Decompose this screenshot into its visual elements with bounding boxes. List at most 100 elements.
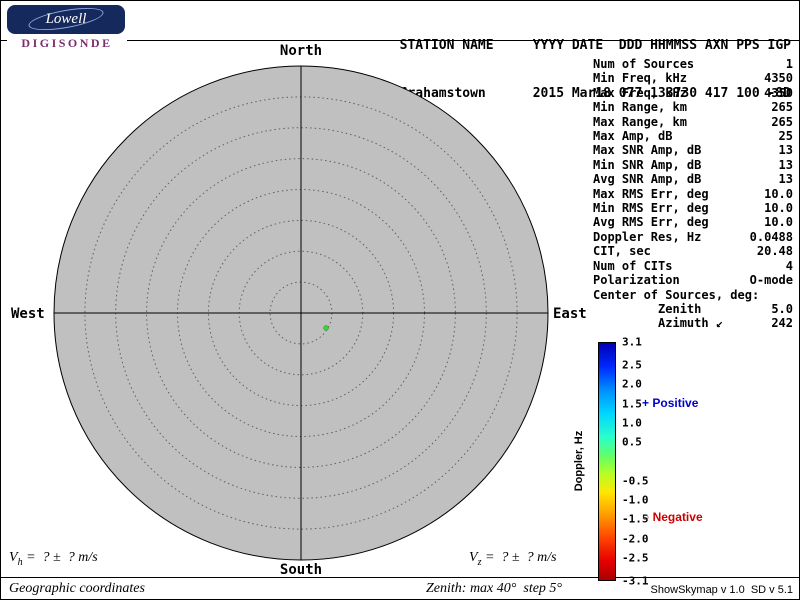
parameters-panel: Num of Sources 1 Min Freq, kHz 4350 Max … <box>593 57 793 331</box>
circle-marker-icon: ○ <box>642 510 650 524</box>
colorbar-tick: 2.5 <box>622 358 642 372</box>
lowell-logo-box: Lowell <box>7 5 125 34</box>
zenith-range-note: Zenith: max 40° step 5° <box>426 581 563 596</box>
parameter-value: O-mode <box>749 273 793 288</box>
parameter-value: 13 <box>778 172 793 187</box>
compass-label-north: North <box>279 43 323 59</box>
colorbar-tick: -0.5 <box>622 474 649 488</box>
parameter-label: Num of Sources <box>593 57 695 71</box>
colorbar-tick: -1.5 <box>622 512 649 526</box>
parameter-row: Polarization O-mode <box>593 273 793 287</box>
logo-company-name: Lowell <box>45 11 87 27</box>
parameter-label: Polarization <box>593 273 680 288</box>
parameter-row: Zenith 5.0 <box>593 302 793 316</box>
parameter-value: 10.0 <box>764 186 793 201</box>
parameter-value: 1 <box>785 57 793 71</box>
colorbar-tick: -1.0 <box>622 493 649 507</box>
colorbar-tick: 0.5 <box>622 435 642 449</box>
legend-positive: + Positive <box>642 396 698 410</box>
header-divider <box>1 40 799 41</box>
parameter-row: Center of Sources, deg: <box>593 288 793 302</box>
station-header-labels: STATION NAME YYYY DATE DDD HHMMSS AXN PP… <box>399 38 791 53</box>
parameter-value: 4 <box>785 258 793 273</box>
parameter-value: 20.48 <box>756 244 793 259</box>
parameter-value: 265 <box>771 100 793 115</box>
parameter-label: CIT, sec <box>593 244 651 259</box>
parameter-value: 4350 <box>764 71 793 86</box>
parameter-label: Num of CITs <box>593 258 673 273</box>
doppler-colorbar <box>598 342 616 581</box>
parameter-row: Min Freq, kHz 4350 <box>593 71 793 85</box>
parameter-label: Azimuth ↙ <box>593 316 724 331</box>
parameter-label: Min RMS Err, deg <box>593 201 709 216</box>
colorbar-tick: 1.5 <box>622 397 642 411</box>
parameter-label: Max Freq, kHz <box>593 85 687 100</box>
parameter-value: 10.0 <box>764 201 793 216</box>
logo-product-name: DIGISONDE <box>21 36 113 50</box>
parameter-row: Azimuth ↙ 242 <box>593 316 793 330</box>
compass-label-east: East <box>553 306 587 322</box>
colorbar-tick: 2.0 <box>622 377 642 391</box>
parameter-value: 25 <box>778 129 793 144</box>
parameter-value: 10.0 <box>764 215 793 230</box>
parameter-label: Center of Sources, deg: <box>593 287 760 302</box>
colorbar-tick: 1.0 <box>622 416 642 430</box>
parameter-label: Avg RMS Err, deg <box>593 215 709 230</box>
parameter-label: Max SNR Amp, dB <box>593 143 702 158</box>
parameter-value: 13 <box>778 157 793 172</box>
compass-label-south: South <box>279 562 323 578</box>
parameter-value: 242 <box>771 316 793 331</box>
vz-subscript: z <box>477 556 482 568</box>
parameter-value: 0.0488 <box>749 229 793 244</box>
colorbar-title: Doppler, Hz <box>573 430 585 492</box>
plus-marker-icon: + <box>642 396 650 410</box>
parameter-row: Max SNR Amp, dB 13 <box>593 143 793 157</box>
vz-readout: Vz = ? ± ? m/s <box>469 550 557 568</box>
parameter-row: Num of CITs 4 <box>593 259 793 273</box>
legend-negative: ○ Negative <box>642 510 703 524</box>
parameter-value: 265 <box>771 114 793 129</box>
parameter-label: Min Freq, kHz <box>593 71 687 86</box>
parameter-row: Max Freq, kHz 4350 <box>593 86 793 100</box>
geographic-coordinates-note: Geographic coordinates <box>9 581 145 596</box>
parameter-row: Num of Sources 1 <box>593 57 793 71</box>
parameter-value: 5.0 <box>771 301 793 316</box>
vh-value: = ? ± ? m/s <box>22 550 98 565</box>
vh-subscript: h <box>17 556 23 568</box>
colorbar-tick: 3.1 <box>622 335 642 349</box>
station-header: STATION NAME YYYY DATE DDD HHMMSS AXN PP… <box>400 6 791 134</box>
parameter-row: Avg SNR Amp, dB 13 <box>593 172 793 186</box>
parameter-label: Zenith <box>593 301 702 316</box>
parameter-label: Doppler Res, Hz <box>593 229 702 244</box>
parameter-row: Min Range, km 265 <box>593 100 793 114</box>
footer-divider <box>1 577 799 578</box>
vh-readout: Vh = ? ± ? m/s <box>9 550 98 568</box>
parameter-label: Min Range, km <box>593 100 687 115</box>
legend-positive-label: Positive <box>652 396 699 410</box>
parameter-row: Doppler Res, Hz 0.0488 <box>593 230 793 244</box>
parameter-value: 4350 <box>764 85 793 100</box>
skymap-plot <box>53 65 549 561</box>
parameter-row: Max Range, km 265 <box>593 115 793 129</box>
lowell-digisonde-logo: Lowell DIGISONDE <box>7 5 127 51</box>
parameter-row: Max Amp, dB 25 <box>593 129 793 143</box>
colorbar-tick: -2.0 <box>622 532 649 546</box>
compass-label-west: West <box>11 306 45 322</box>
legend-negative-label: Negative <box>652 510 703 524</box>
parameter-row: CIT, sec 20.48 <box>593 244 793 258</box>
colorbar-tick: -3.1 <box>622 574 649 588</box>
parameter-label: Max Amp, dB <box>593 129 673 144</box>
source-point <box>323 325 329 331</box>
vh-symbol: V <box>9 550 18 565</box>
parameter-row: Avg RMS Err, deg 10.0 <box>593 215 793 229</box>
parameter-row: Min RMS Err, deg 10.0 <box>593 201 793 215</box>
parameter-label: Min SNR Amp, dB <box>593 157 702 172</box>
vz-value: = ? ± ? m/s <box>481 550 557 565</box>
version-text: ShowSkymap v 1.0 SD v 5.1 <box>650 584 793 596</box>
colorbar-tick: -2.5 <box>622 551 649 565</box>
parameter-label: Max Range, km <box>593 114 687 129</box>
vz-symbol: V <box>469 550 478 565</box>
parameter-label: Avg SNR Amp, dB <box>593 172 702 187</box>
parameter-label: Max RMS Err, deg <box>593 186 709 201</box>
